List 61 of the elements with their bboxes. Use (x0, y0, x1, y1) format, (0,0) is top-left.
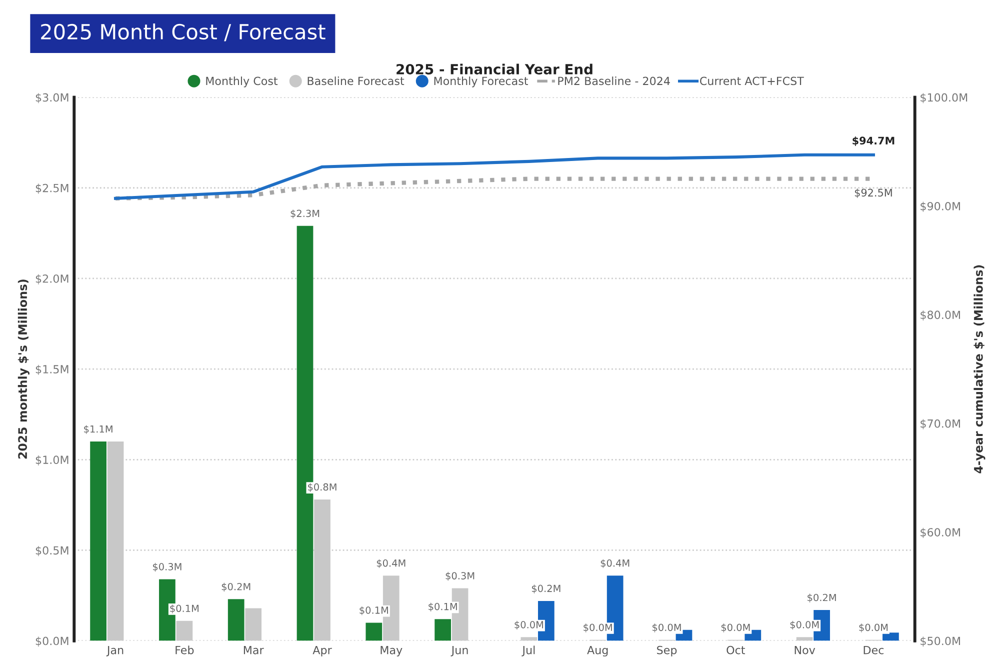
x-tick-label: Dec (864, 646, 884, 654)
x-tick-label: Sep (657, 646, 677, 656)
x-tick-label: Jun (450, 646, 468, 656)
data-label: $0.1M (170, 604, 198, 614)
data-label: $0.0M (584, 624, 612, 632)
chart-subtitle: 2025 - Financial Year End (396, 64, 592, 74)
data-label: $0.0M (652, 624, 681, 632)
y2-axis-title: 4-year cumulative $'s (Millions) (974, 265, 986, 474)
data-label: $0.2M (532, 584, 560, 594)
y-tick-label: $2.5M (36, 184, 68, 194)
y-tick-label: $0.5M (36, 546, 68, 556)
y2-tick-label: $80.0M (920, 310, 960, 321)
bar (366, 622, 382, 641)
legend-label: Monthly Cost (206, 76, 278, 88)
legend-label: Monthly Forecast (434, 76, 528, 88)
x-tick-label: Jul (522, 646, 535, 656)
data-label: $0.1M (360, 606, 388, 616)
x-tick-label: Mar (244, 646, 264, 654)
y2-tick-label: $70.0M (920, 419, 960, 430)
data-label: $0.2M (808, 594, 836, 602)
x-tick-label: Oct (726, 646, 746, 654)
bar (90, 442, 106, 641)
y-axis-title: 2025 monthly $'s (Millions) (18, 280, 30, 459)
data-label: $0.3M (446, 572, 474, 581)
data-label: $1.1M (84, 425, 112, 434)
bar (882, 632, 899, 641)
y-tick-label: $0.0M (36, 636, 68, 647)
legend-label: Current ACT+FCST (700, 76, 804, 86)
y2-tick-label: $50.0M (920, 636, 960, 647)
bar (228, 599, 244, 641)
x-tick-label: Feb (176, 646, 194, 654)
x-tick-label: May (380, 646, 402, 656)
y-tick-label: $1.0M (36, 455, 68, 466)
y2-tick-label: $100.0M (920, 93, 968, 104)
bar (434, 619, 452, 641)
x-tick-label: Nov (794, 646, 816, 654)
data-label: $0.0M (790, 620, 819, 630)
y-tick-label: $1.5M (36, 364, 68, 375)
y2-tick-label: $60.0M (920, 528, 960, 538)
data-label: $2.3M (290, 210, 320, 218)
legend-label: Baseline Forecast (308, 76, 404, 86)
data-label: $94.7M (852, 136, 894, 146)
data-label: $0.0M (514, 620, 544, 630)
data-label: $0.8M (308, 483, 336, 492)
x-tick-label: Apr (312, 646, 332, 656)
data-label: $0.0M (859, 624, 888, 632)
bar (107, 442, 124, 641)
data-label: $0.1M (428, 602, 457, 612)
x-tick-label: Jan (106, 646, 124, 656)
x-tick-label: Aug (587, 646, 608, 656)
data-label: $92.5M (854, 188, 892, 198)
data-label: $0.0M (721, 624, 750, 632)
y-tick-label: $3.0M (36, 93, 68, 104)
legend-label: PM2 Baseline - 2024 (558, 76, 670, 86)
chart-title: 2025 Month Cost / Forecast (41, 23, 326, 42)
y2-tick-label: $90.0M (920, 202, 960, 212)
data-label: $0.4M (376, 559, 406, 568)
data-label: $0.2M (222, 582, 250, 592)
data-label: $0.3M (152, 562, 182, 572)
data-label: $0.4M (600, 559, 630, 568)
y-tick-label: $2.0M (36, 274, 68, 284)
